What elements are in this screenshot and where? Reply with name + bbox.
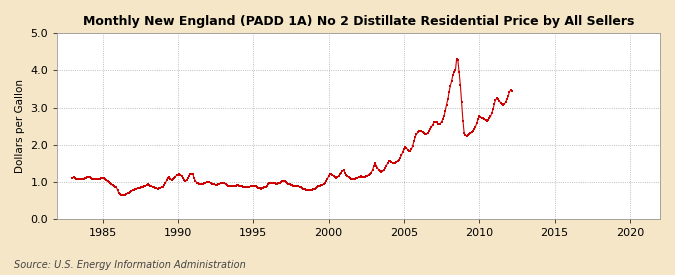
Y-axis label: Dollars per Gallon: Dollars per Gallon <box>15 79 25 173</box>
Text: Source: U.S. Energy Information Administration: Source: U.S. Energy Information Administ… <box>14 260 245 270</box>
Title: Monthly New England (PADD 1A) No 2 Distillate Residential Price by All Sellers: Monthly New England (PADD 1A) No 2 Disti… <box>83 15 634 28</box>
